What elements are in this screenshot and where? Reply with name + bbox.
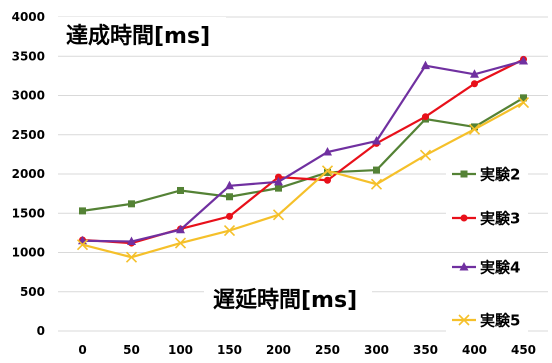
grid-lines	[58, 16, 548, 332]
legend: 実験2 実験3 実験4 実験5	[446, 161, 528, 333]
y-tick-label: 500	[20, 285, 45, 299]
ylabel-background	[56, 17, 226, 53]
data-point	[128, 200, 135, 208]
data-point	[421, 60, 430, 70]
data-point	[323, 147, 332, 156]
legend-marker	[459, 262, 469, 271]
legend-label: 実験3	[480, 210, 520, 228]
data-point	[324, 176, 331, 184]
x-tick-label: 200	[266, 343, 291, 357]
legend-marker	[458, 314, 470, 326]
x-tick-label: 250	[315, 343, 340, 357]
data-point	[127, 236, 136, 246]
data-point	[372, 136, 381, 145]
y-tick-labels: 0 500 1000 1500 2000 2500 3000 3500 4000	[12, 10, 45, 338]
legend-item: 実験2	[446, 161, 528, 187]
data-point	[226, 212, 233, 220]
legend-item: 実験3	[446, 205, 528, 231]
data-point	[422, 113, 429, 121]
y-tick-label: 1000	[12, 246, 45, 260]
data-point	[419, 149, 432, 161]
y-tick-label: 1500	[12, 206, 45, 220]
series-実験2	[79, 94, 527, 215]
data-point	[79, 207, 86, 215]
x-tick-label: 450	[511, 343, 536, 357]
data-point	[274, 176, 283, 186]
legend-marker	[460, 170, 468, 178]
series-line	[82, 59, 524, 243]
data-point	[275, 184, 282, 192]
data-point	[373, 166, 380, 174]
series-line	[82, 96, 525, 212]
x-tick-label: 50	[123, 343, 140, 357]
data-point	[471, 80, 478, 88]
x-tick-label: 350	[413, 343, 438, 357]
data-point	[519, 55, 528, 65]
x-tick-label: 150	[217, 343, 242, 357]
data-point	[324, 168, 331, 176]
x-tick-label: 300	[364, 343, 389, 357]
y-tick-label: 3500	[12, 49, 45, 63]
data-point	[520, 94, 527, 102]
legend-label: 実験4	[480, 259, 520, 277]
legend-label: 実験5	[480, 312, 520, 330]
x-tick-label: 400	[462, 343, 487, 357]
data-point	[370, 178, 383, 190]
data-point	[321, 165, 334, 177]
legend-item: 実験4	[446, 254, 528, 280]
data-point	[272, 209, 285, 221]
series-line	[82, 101, 525, 259]
legend-marker	[460, 214, 468, 222]
data-point	[174, 237, 187, 249]
y-tick-label: 0	[37, 324, 45, 338]
data-point	[176, 224, 185, 234]
data-point	[226, 193, 233, 201]
data-point	[470, 69, 479, 78]
x-tick-label: 100	[168, 343, 193, 357]
data-point	[177, 186, 184, 194]
x-tick-labels: 0 50 100 150 200 250 300 350 400 450	[78, 343, 536, 357]
y-tick-label: 4000	[12, 10, 45, 24]
x-tick-label: 0	[78, 343, 86, 357]
legend-label: 実験2	[480, 166, 520, 184]
data-point	[125, 251, 138, 263]
x-axis-label: 遅延時間[ms]	[213, 288, 357, 313]
series-実験5	[76, 96, 530, 263]
data-point	[223, 224, 236, 237]
y-tick-label: 3000	[12, 89, 45, 103]
data-point	[517, 96, 530, 109]
data-point	[225, 180, 234, 190]
y-axis-label: 達成時間[ms]	[66, 23, 210, 49]
series-group	[76, 55, 530, 263]
y-tick-label: 2000	[12, 167, 45, 181]
data-point	[76, 239, 89, 251]
data-point	[468, 123, 481, 135]
y-tick-label: 2500	[12, 128, 45, 142]
xlabel-background	[204, 283, 372, 319]
legend-item: 実験5	[446, 307, 528, 333]
data-point	[471, 123, 478, 131]
